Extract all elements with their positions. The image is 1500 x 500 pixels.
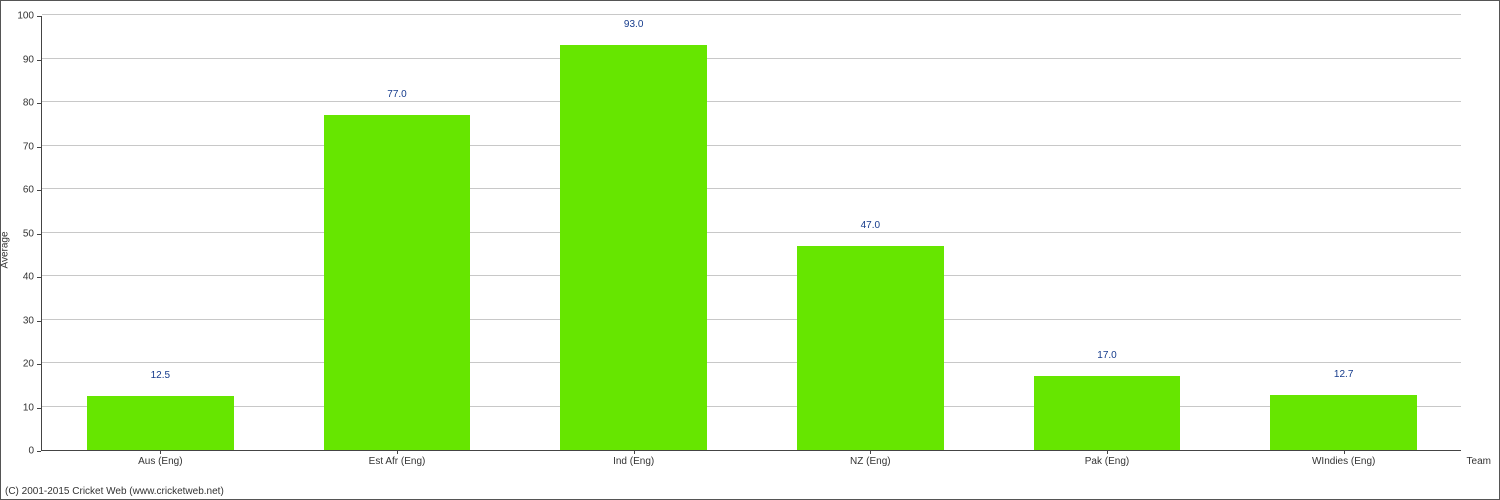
gridline xyxy=(42,14,1461,15)
ytick-label: 0 xyxy=(4,446,34,457)
ytick-label: 50 xyxy=(4,228,34,239)
gridline xyxy=(42,145,1461,146)
bar xyxy=(1270,395,1417,450)
ytick-label: 100 xyxy=(4,11,34,22)
xtick-mark xyxy=(870,450,871,454)
gridline xyxy=(42,58,1461,59)
xtick-label: NZ (Eng) xyxy=(850,456,891,467)
gridline xyxy=(42,319,1461,320)
bar-value-label: 47.0 xyxy=(861,220,880,231)
ytick-label: 30 xyxy=(4,315,34,326)
ytick-mark xyxy=(37,190,41,191)
bar-value-label: 12.5 xyxy=(151,370,170,381)
gridline xyxy=(42,406,1461,407)
gridline xyxy=(42,188,1461,189)
xtick-label: Ind (Eng) xyxy=(613,456,654,467)
ytick-label: 10 xyxy=(4,402,34,413)
gridline xyxy=(42,362,1461,363)
xtick-label: Aus (Eng) xyxy=(138,456,182,467)
ytick-mark xyxy=(37,364,41,365)
ytick-mark xyxy=(37,321,41,322)
chart-container: 12.5 Aus (Eng) 77.0 Est Afr (Eng) 93.0 Ind (E… xyxy=(0,0,1500,500)
bar xyxy=(560,45,707,450)
xtick-label: WIndies (Eng) xyxy=(1312,456,1375,467)
ytick-mark xyxy=(37,147,41,148)
ytick-mark xyxy=(37,103,41,104)
xtick-mark xyxy=(634,450,635,454)
bar xyxy=(324,115,471,450)
ytick-mark xyxy=(37,234,41,235)
bar xyxy=(87,396,234,450)
gridline xyxy=(42,275,1461,276)
gridline xyxy=(42,232,1461,233)
ytick-label: 20 xyxy=(4,359,34,370)
ytick-mark xyxy=(37,451,41,452)
bar-value-label: 12.7 xyxy=(1334,369,1353,380)
x-axis-label: Team xyxy=(1467,456,1491,467)
ytick-mark xyxy=(37,408,41,409)
ytick-label: 40 xyxy=(4,272,34,283)
xtick-mark xyxy=(397,450,398,454)
ytick-label: 80 xyxy=(4,98,34,109)
xtick-mark xyxy=(160,450,161,454)
ytick-label: 70 xyxy=(4,141,34,152)
bar-value-label: 77.0 xyxy=(387,89,406,100)
xtick-mark xyxy=(1107,450,1108,454)
ytick-mark xyxy=(37,277,41,278)
gridline xyxy=(42,101,1461,102)
ytick-mark xyxy=(37,60,41,61)
bar xyxy=(797,246,944,450)
ytick-label: 90 xyxy=(4,54,34,65)
copyright-text: (C) 2001-2015 Cricket Web (www.cricketwe… xyxy=(5,486,224,497)
xtick-label: Pak (Eng) xyxy=(1085,456,1129,467)
bar xyxy=(1034,376,1181,450)
bar-value-label: 17.0 xyxy=(1097,350,1116,361)
ytick-mark xyxy=(37,16,41,17)
ytick-label: 60 xyxy=(4,185,34,196)
xtick-mark xyxy=(1344,450,1345,454)
bar-value-label: 93.0 xyxy=(624,19,643,30)
xtick-label: Est Afr (Eng) xyxy=(369,456,426,467)
plot-area: 12.5Aus (Eng)77.0Est Afr (Eng)93.0Ind (E… xyxy=(41,16,1461,451)
